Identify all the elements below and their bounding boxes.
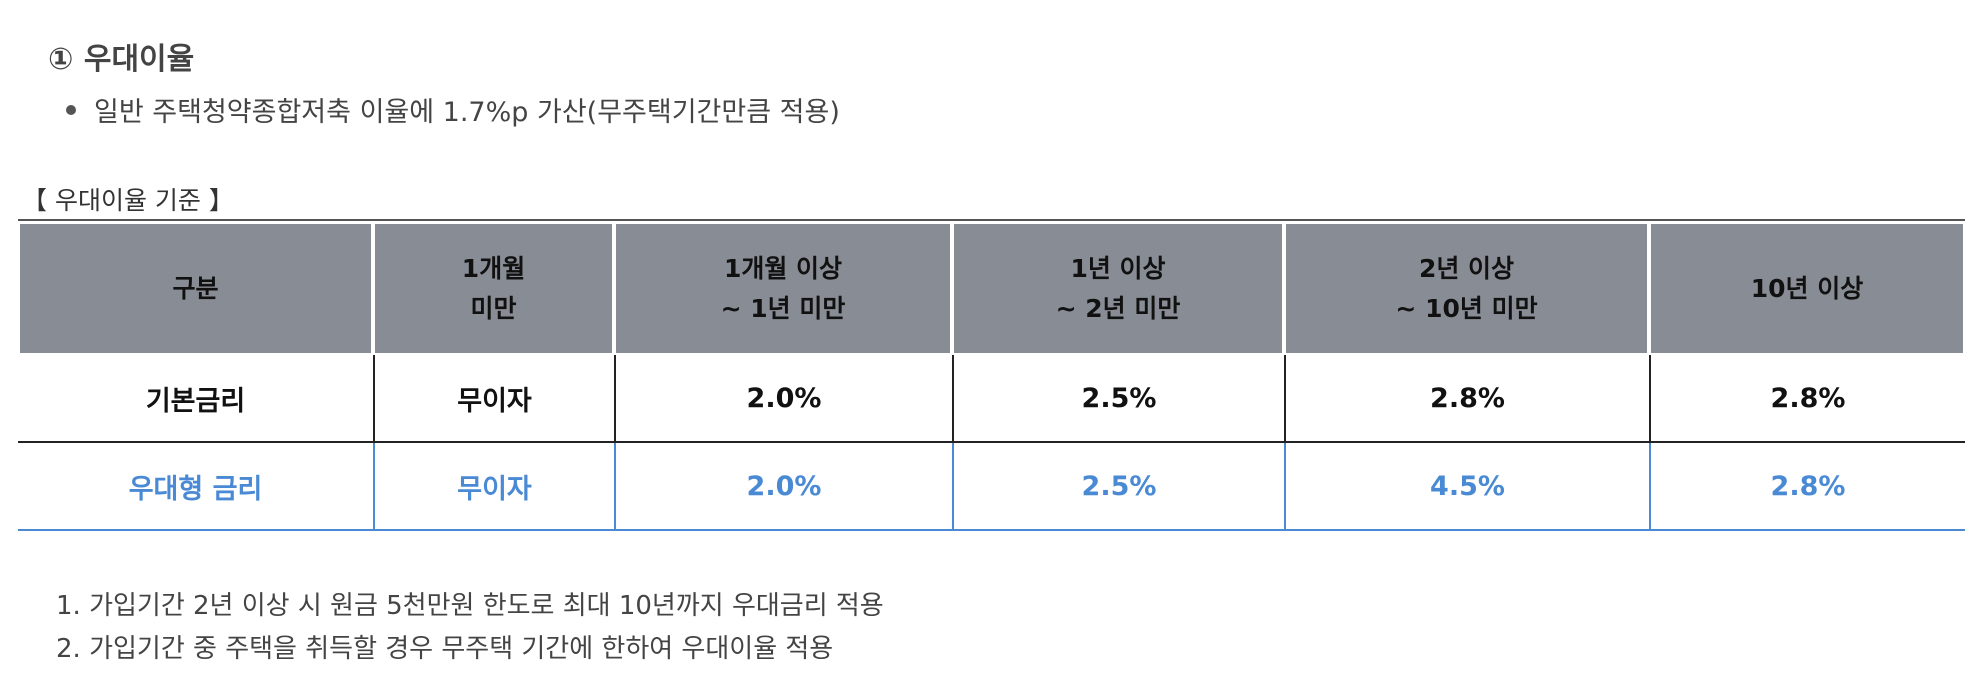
header-line: 1년 이상 <box>1070 253 1166 283</box>
table-cell: 우대형 금리 <box>18 443 373 531</box>
header-line: 구분 <box>172 273 219 303</box>
header-line: ~ 1년 미만 <box>720 293 846 323</box>
header-line: 2년 이상 <box>1418 253 1515 283</box>
table-caption: 【 우대이율 기준 】 <box>22 186 234 215</box>
header-cell: 1년 이상 ~ 2년 미만 <box>952 221 1284 355</box>
header-line: ~ 10년 미만 <box>1395 293 1538 323</box>
table-cell: 2.8% <box>1649 443 1965 531</box>
table-cell: 무이자 <box>373 355 614 443</box>
header-line: 1개월 <box>461 253 526 283</box>
table-cell: 2.5% <box>952 443 1284 531</box>
table-row: 기본금리 무이자 2.0% 2.5% 2.8% 2.8% <box>18 355 1965 443</box>
table-body: 기본금리 무이자 2.0% 2.5% 2.8% 2.8% 우대형 금리 무이자 2.0% 2.5%… <box>18 355 1965 531</box>
table-cell: 2.5% <box>952 355 1284 443</box>
section-heading: ① 우대이율 <box>48 42 195 77</box>
table-cell: 2.0% <box>614 443 952 531</box>
bullet-item: 일반 주택청약종합저축 이율에 1.7%p 가산(무주택기간만큼 적용) <box>66 90 840 129</box>
header-line: 미만 <box>470 293 517 323</box>
note: 2. 가입기간 중 주택을 취득할 경우 무주택 기간에 한하여 우대이율 적용 <box>56 634 834 664</box>
header-cell: 10년 이상 <box>1649 221 1965 355</box>
header-line: 10년 이상 <box>1750 273 1864 303</box>
table-cell: 2.0% <box>614 355 952 443</box>
header-cell: 2년 이상 ~ 10년 미만 <box>1284 221 1649 355</box>
header-line: 1개월 이상 <box>723 253 843 283</box>
header-line: ~ 2년 미만 <box>1055 293 1181 323</box>
table-cell: 4.5% <box>1284 443 1649 531</box>
table-cell: 2.8% <box>1649 355 1965 443</box>
header-cell: 구분 <box>18 221 373 355</box>
table-row: 우대형 금리 무이자 2.0% 2.5% 4.5% 2.8% <box>18 443 1965 531</box>
table-cell: 무이자 <box>373 443 614 531</box>
header-cell: 1개월 이상 ~ 1년 미만 <box>614 221 952 355</box>
table-cell: 2.8% <box>1284 355 1649 443</box>
note: 1. 가입기간 2년 이상 시 원금 5천만원 한도로 최대 10년까지 우대금… <box>56 591 884 621</box>
bullet-text: 일반 주택청약종합저축 이율에 1.7%p 가산(무주택기간만큼 적용) <box>94 97 840 128</box>
table-cell: 기본금리 <box>18 355 373 443</box>
